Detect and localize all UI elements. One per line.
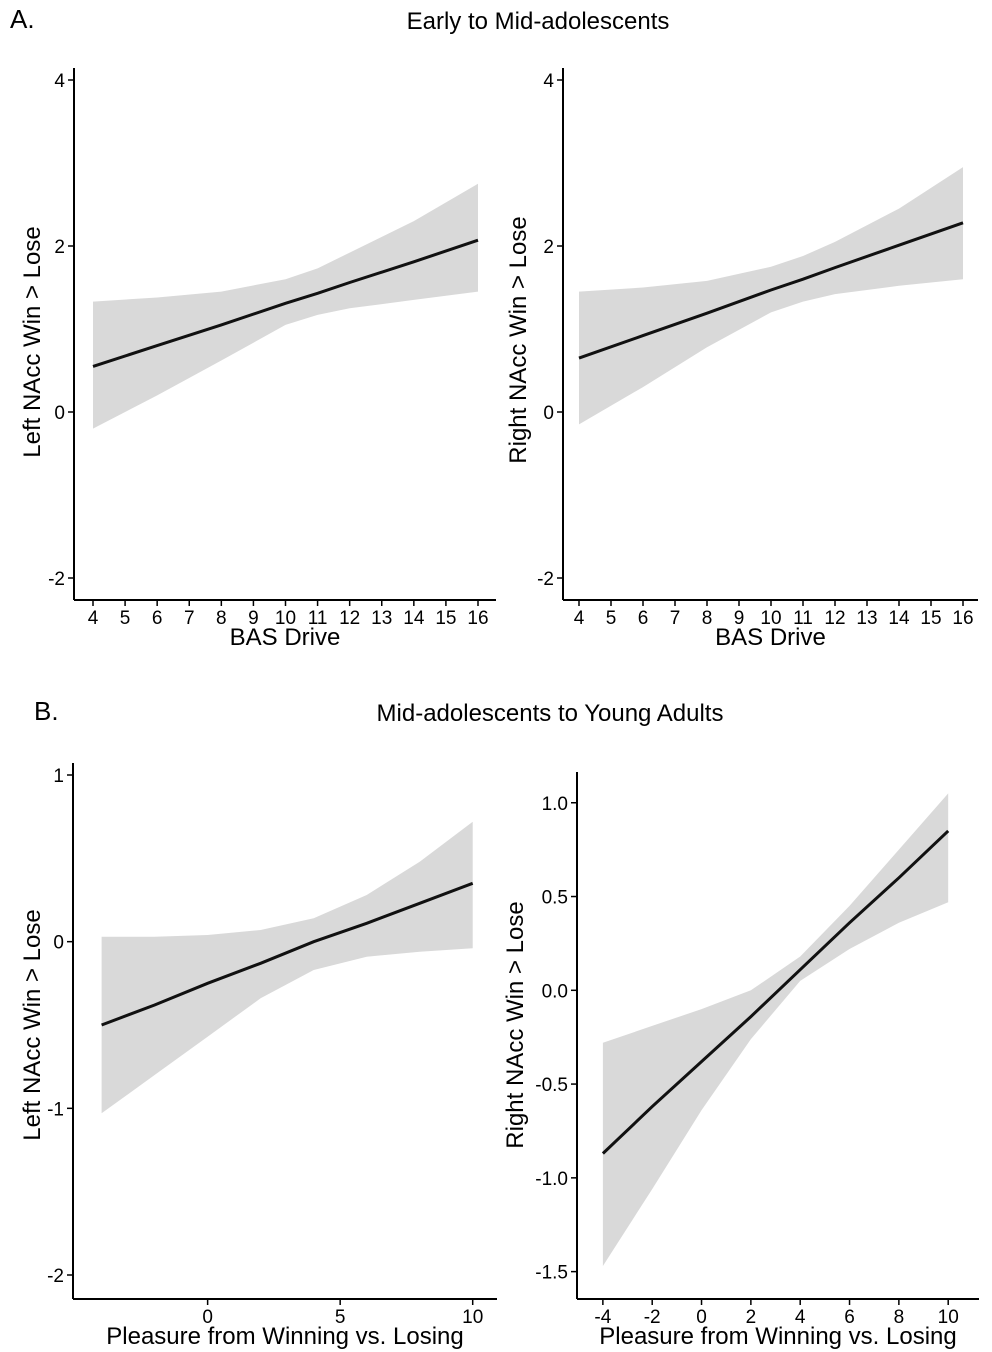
- x-tick-label: 6: [844, 1307, 855, 1328]
- x-tick-label: 2: [746, 1307, 757, 1328]
- y-tick-label: 0: [543, 403, 554, 424]
- x-axis-label: Pleasure from Winning vs. Losing: [599, 1323, 957, 1350]
- y-tick-label: 0.0: [542, 981, 568, 1002]
- x-tick-label: 7: [184, 608, 195, 629]
- y-tick-label: 4: [54, 71, 65, 92]
- x-tick-label: 11: [793, 608, 813, 629]
- x-tick-label: 14: [403, 608, 425, 629]
- y-tick-label: -1.0: [535, 1169, 568, 1190]
- panel-a-letter: A.: [10, 4, 35, 34]
- x-tick-label: 10: [275, 608, 296, 629]
- x-tick-label: 15: [435, 608, 456, 629]
- fit-line: [601, 829, 950, 1155]
- y-tick-label: 0: [53, 933, 64, 954]
- x-tick-label: 10: [760, 608, 781, 629]
- x-tick-label: 7: [670, 608, 681, 629]
- confidence-band: [93, 183, 478, 429]
- x-tick-label: -2: [644, 1307, 661, 1328]
- x-axis-label: Pleasure from Winning vs. Losing: [106, 1323, 464, 1350]
- y-tick-label: -1.5: [535, 1263, 568, 1284]
- y-tick-label: -2: [47, 1266, 64, 1287]
- x-tick-label: 0: [202, 1307, 213, 1328]
- y-tick-label: 0: [54, 403, 65, 424]
- x-tick-label: 6: [152, 608, 163, 629]
- x-tick-label: 8: [894, 1307, 905, 1328]
- x-tick-label: 12: [824, 608, 845, 629]
- y-tick-label: 1.0: [542, 794, 568, 815]
- panel-b-letter: B.: [34, 696, 59, 726]
- y-axis-label: Left NAcc Win > Lose: [19, 226, 46, 457]
- x-axis-label: BAS Drive: [715, 624, 826, 651]
- x-tick-label: 12: [339, 608, 360, 629]
- x-axis-label: BAS Drive: [230, 624, 341, 651]
- x-tick-label: 16: [467, 608, 488, 629]
- x-tick-label: 13: [371, 608, 392, 629]
- x-tick-label: 13: [856, 608, 877, 629]
- y-tick-label: 0.5: [542, 888, 568, 909]
- x-tick-label: 9: [248, 608, 259, 629]
- x-tick-label: 5: [120, 608, 131, 629]
- panel-a-title: Early to Mid-adolescents: [406, 8, 670, 35]
- y-tick-label: -0.5: [535, 1075, 568, 1096]
- y-tick-label: 2: [54, 237, 65, 258]
- x-tick-label: 16: [952, 608, 973, 629]
- x-tick-label: 4: [574, 608, 585, 629]
- y-tick-label: -1: [47, 1099, 64, 1120]
- y-tick-label: -2: [537, 569, 554, 590]
- x-tick-label: 14: [888, 608, 910, 629]
- x-tick-label: -4: [594, 1307, 611, 1328]
- y-axis-label: Right NAcc Win > Lose: [502, 901, 529, 1148]
- x-tick-label: 6: [638, 608, 649, 629]
- fit-line: [578, 221, 964, 360]
- x-tick-label: 9: [734, 608, 745, 629]
- x-tick-label: 11: [308, 608, 328, 629]
- y-tick-label: 2: [543, 237, 554, 258]
- y-tick-label: 1: [53, 766, 64, 787]
- x-tick-label: 10: [938, 1307, 959, 1328]
- x-tick-label: 8: [702, 608, 713, 629]
- x-tick-label: 5: [606, 608, 617, 629]
- x-tick-label: 0: [696, 1307, 707, 1328]
- y-axis-label: Left NAcc Win > Lose: [19, 909, 46, 1140]
- confidence-band: [579, 167, 963, 425]
- fit-line: [101, 881, 474, 1027]
- x-tick-label: 15: [920, 608, 941, 629]
- x-tick-label: 10: [462, 1307, 483, 1328]
- x-tick-label: 8: [216, 608, 227, 629]
- y-axis-label: Right NAcc Win > Lose: [505, 216, 532, 463]
- y-tick-label: -2: [48, 569, 65, 590]
- confidence-band: [101, 821, 473, 1114]
- confidence-band: [602, 793, 949, 1266]
- x-tick-label: 5: [335, 1307, 346, 1328]
- x-tick-label: 4: [795, 1307, 806, 1328]
- chart-4: -1.5 -1.0 -0.5 0.0 0.5 1.0 -4 -2 0 2 4 6 8 10Pleasure…: [502, 772, 979, 1350]
- x-tick-label: 4: [88, 608, 99, 629]
- fit-line: [92, 238, 479, 368]
- y-tick-label: 4: [543, 71, 554, 92]
- panel-b-title: Mid-adolescents to Young Adults: [376, 700, 724, 727]
